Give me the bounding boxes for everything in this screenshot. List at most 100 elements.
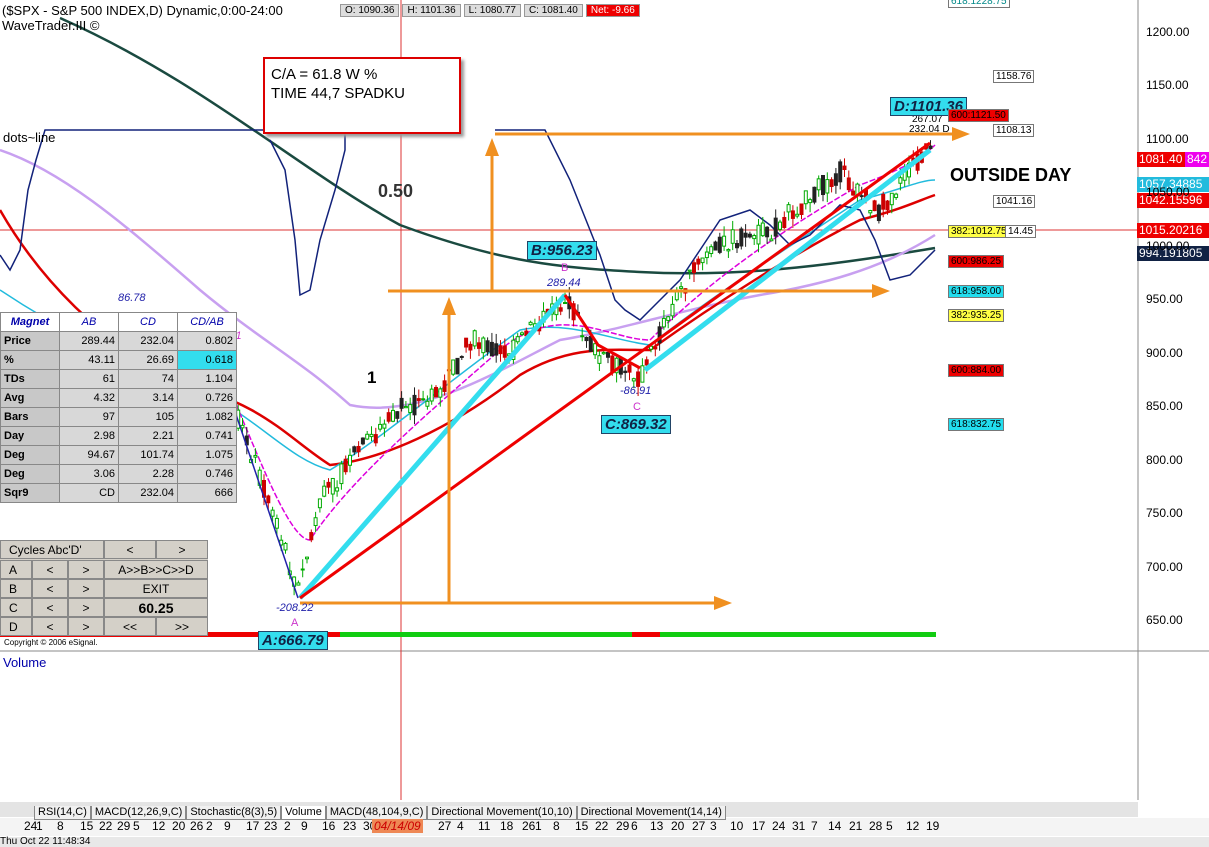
indicator-tab[interactable]: Volume xyxy=(281,806,326,820)
cycle-row[interactable]: A xyxy=(0,560,32,579)
prev-button[interactable]: < xyxy=(32,560,68,579)
candle-body xyxy=(451,359,456,375)
header-cell: CD xyxy=(118,312,178,332)
forward-button[interactable]: >> xyxy=(156,617,208,636)
indicator-tab[interactable]: Stochastic(8(3),5) xyxy=(186,806,282,820)
table-cell: CD xyxy=(59,483,119,503)
next-button[interactable]: > xyxy=(68,617,104,636)
candle-body xyxy=(365,433,370,440)
quote-field: H: 1101.36 xyxy=(402,4,461,17)
candle-body xyxy=(584,336,589,342)
candle-body xyxy=(713,241,718,251)
indicator-tab[interactable]: MACD(48,104,9,C) xyxy=(325,806,428,820)
candle-body xyxy=(373,434,378,444)
candle-body xyxy=(644,359,649,366)
prev-button[interactable]: < xyxy=(32,579,68,598)
cycle-value: 60.25 xyxy=(104,598,208,617)
indicator-tab[interactable]: RSI(14,C) xyxy=(34,806,91,820)
prev-button[interactable]: < xyxy=(32,598,68,617)
date-label: 3 xyxy=(710,819,717,833)
next-button[interactable]: > xyxy=(68,598,104,617)
candle-body xyxy=(348,454,352,466)
candle-body xyxy=(382,423,387,429)
date-label: 1 xyxy=(36,819,43,833)
candle-body xyxy=(717,236,722,253)
candle-body xyxy=(477,342,481,349)
next-button[interactable]: > xyxy=(68,579,104,598)
date-label: 15 xyxy=(575,819,589,833)
back-button[interactable]: << xyxy=(104,617,156,636)
indicator-tab[interactable]: Directional Movement(14,14) xyxy=(576,806,726,820)
candle-body xyxy=(434,386,438,398)
annotation: 232.04 D xyxy=(909,124,950,135)
table-cell: 0.741 xyxy=(177,426,237,446)
candle-body xyxy=(799,203,804,215)
note-line: TIME 44,7 SPADKU xyxy=(271,85,405,102)
candle-body xyxy=(468,343,473,351)
header-cell: CD/AB xyxy=(177,312,237,332)
level-label: 1041.16 xyxy=(993,195,1036,208)
cycle-row[interactable]: D xyxy=(0,617,32,636)
candle-body xyxy=(335,487,340,492)
candle-body xyxy=(679,286,684,289)
price-axis-label: 900.00 xyxy=(1146,345,1183,360)
annotation: -86.91 xyxy=(620,385,652,397)
candle-body xyxy=(528,321,533,326)
table-row: Deg 94.67 101.74 1.075 xyxy=(0,445,237,465)
table-cell: 2.28 xyxy=(118,464,178,484)
cycle-row[interactable]: B xyxy=(0,579,32,598)
table-cell: 3.06 xyxy=(59,464,119,484)
next-button[interactable]: > xyxy=(68,560,104,579)
date-label: 22 xyxy=(99,819,113,833)
candle-body xyxy=(773,217,778,237)
candle-body xyxy=(653,346,658,350)
annotation: A xyxy=(291,617,299,629)
note-line: C/A = 61.8 W % xyxy=(271,66,378,83)
candle-body xyxy=(752,235,757,240)
date-label: 16 xyxy=(322,819,336,833)
cycles-title[interactable]: Cycles Abc'D' xyxy=(0,540,104,559)
level-label: 1158.76 xyxy=(993,70,1035,83)
volume-label: Volume xyxy=(3,655,47,670)
annotation: 0.50 xyxy=(378,181,414,201)
sequence-button[interactable]: A>>B>>C>>D xyxy=(104,560,208,579)
candle-body xyxy=(829,179,834,187)
date-label: 12 xyxy=(152,819,166,833)
prev-button[interactable]: < xyxy=(32,617,68,636)
candle-body xyxy=(614,357,619,374)
candle-body xyxy=(369,433,374,438)
prev-button[interactable]: < xyxy=(104,540,156,559)
candle-body xyxy=(464,337,469,348)
candle-body xyxy=(283,542,288,551)
candle-body xyxy=(700,257,705,264)
net-change: Net: -9.66 xyxy=(585,4,640,17)
next-button[interactable]: > xyxy=(156,540,208,559)
indicator-tab[interactable]: MACD(12,26,9,C) xyxy=(90,806,187,820)
candle-body xyxy=(455,357,460,375)
date-label: 21 xyxy=(849,819,863,833)
date-label: 26 xyxy=(190,819,204,833)
candle-body xyxy=(270,509,275,517)
arrows xyxy=(300,127,970,610)
trend-cyan xyxy=(298,293,567,600)
candle-body xyxy=(816,178,821,191)
date-label: 13 xyxy=(650,819,664,833)
candle-body xyxy=(756,224,761,245)
candle-body xyxy=(580,335,585,338)
cycle-row[interactable]: C xyxy=(0,598,32,617)
candle-body xyxy=(421,398,426,401)
date-label: 8 xyxy=(57,819,64,833)
indicator-tab[interactable]: Directional Movement(10,10) xyxy=(427,806,577,820)
candle-body xyxy=(472,330,477,347)
date-label: 17 xyxy=(246,819,260,833)
xa-leg xyxy=(224,381,299,599)
candle-body xyxy=(438,388,443,398)
candle-body xyxy=(747,233,752,238)
candle-body xyxy=(885,200,890,211)
candle-body xyxy=(722,235,727,247)
exit-button[interactable]: EXIT xyxy=(104,579,208,598)
table-cell: 61 xyxy=(59,369,119,389)
candle-body xyxy=(317,498,322,509)
candle-body xyxy=(399,397,404,409)
candle-body xyxy=(386,412,391,422)
